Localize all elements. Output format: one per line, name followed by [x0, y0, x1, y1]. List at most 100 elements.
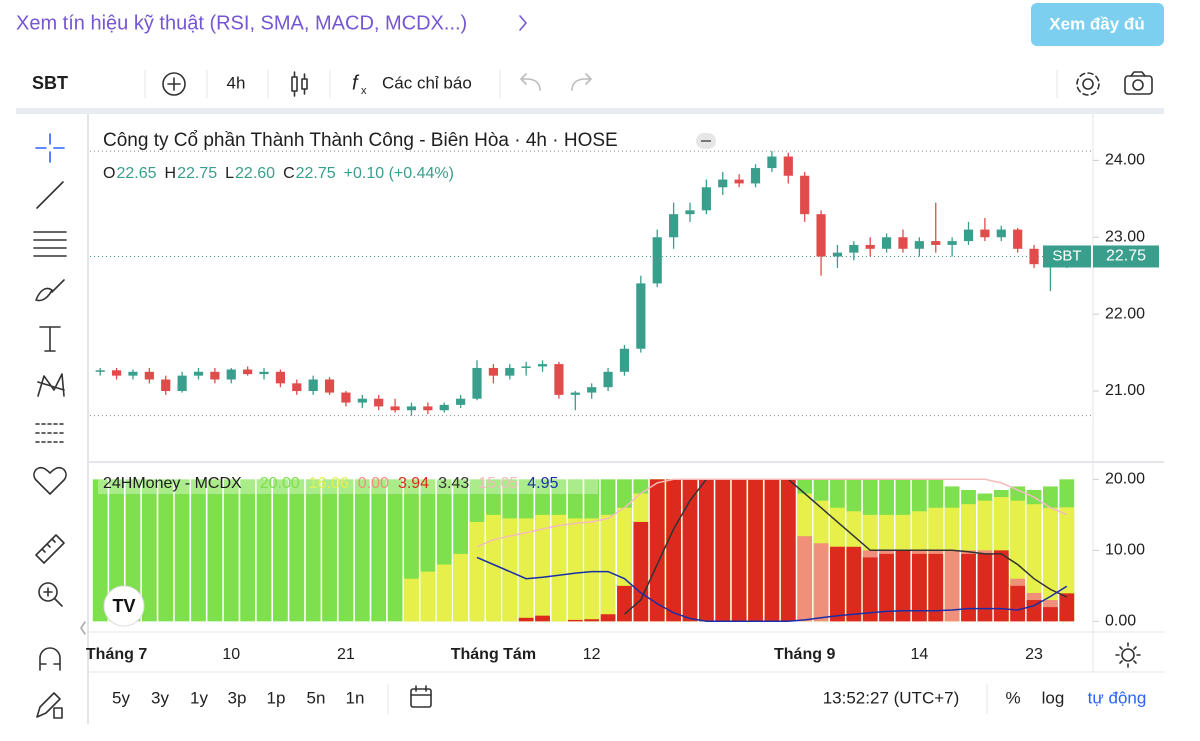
- mcdx-bar: [535, 514, 550, 622]
- ohlc-value: 22.60: [235, 165, 275, 182]
- auto-toggle[interactable]: tự động: [1088, 688, 1147, 707]
- mcdx-bar: [322, 479, 337, 622]
- last-price-badge: [1093, 245, 1159, 268]
- mcdx-bar: [813, 543, 829, 622]
- chart-type-icon[interactable]: [291, 71, 308, 97]
- pattern-tool[interactable]: [37, 373, 65, 397]
- candle-body: [783, 156, 793, 176]
- time-axis-settings[interactable]: [1115, 642, 1141, 668]
- mcdx-bar: [600, 614, 616, 622]
- lock-drawings-tool[interactable]: [36, 692, 63, 719]
- x-tick-label: 10: [222, 646, 240, 663]
- mcdx-bar: [748, 479, 763, 622]
- candle-body: [734, 179, 744, 184]
- range-button[interactable]: 5n: [307, 688, 326, 707]
- mcdx-bar: [846, 546, 862, 622]
- lines-tool[interactable]: [33, 231, 67, 257]
- range-button[interactable]: 1p: [267, 688, 286, 707]
- mcdx-bar: [666, 479, 681, 622]
- range-button[interactable]: 1y: [190, 688, 208, 707]
- mcdx-bar: [1026, 600, 1042, 622]
- range-button[interactable]: 5y: [112, 688, 130, 707]
- ohlc-change: +0.10 (+0.44%): [344, 165, 454, 182]
- redo-icon[interactable]: [571, 73, 592, 91]
- mcdx-bar: [584, 518, 600, 622]
- candle-body: [423, 406, 433, 411]
- candle-body: [341, 392, 351, 403]
- mcdx-bar: [420, 571, 436, 622]
- mcdx-bar: [551, 514, 567, 622]
- magnet-tool[interactable]: [39, 647, 61, 671]
- mcdx-bar: [404, 578, 419, 622]
- candle-body: [193, 371, 204, 376]
- candle-body: [406, 406, 417, 411]
- mcdx-bar: [305, 479, 321, 622]
- mcdx-bar: [240, 479, 256, 622]
- drawing-tools: [33, 133, 86, 719]
- full-view-button[interactable]: [1031, 3, 1164, 46]
- add-symbol-icon[interactable]: [162, 72, 186, 96]
- full-view-button-label[interactable]: Xem đầy đủ: [1049, 14, 1144, 33]
- mcdx-bar: [698, 479, 714, 622]
- candle-body: [816, 214, 826, 257]
- candle-body: [111, 370, 122, 376]
- x-tick-label: 23: [1025, 646, 1043, 663]
- symbol[interactable]: SBT: [32, 73, 68, 93]
- mcdx-bar: [256, 479, 272, 622]
- trendline-tool[interactable]: [36, 181, 64, 209]
- brush-tool[interactable]: [35, 279, 65, 302]
- candle-body: [226, 369, 236, 380]
- undo-icon[interactable]: [520, 73, 541, 91]
- interval[interactable]: 4h: [227, 73, 246, 92]
- screenshot-icon[interactable]: [1124, 71, 1153, 95]
- candle-body: [800, 175, 810, 215]
- y-tick-label: 10.00: [1105, 542, 1145, 559]
- zoom-tool[interactable]: [38, 582, 63, 607]
- collapse-toolbar[interactable]: [80, 621, 86, 635]
- mcdx-bar: [567, 518, 583, 622]
- mcdx-line: [624, 478, 1068, 615]
- mcdx-bar: [453, 553, 469, 622]
- range-button[interactable]: 3y: [151, 688, 169, 707]
- mcdx-bar: [1010, 585, 1026, 622]
- mcdx-bar: [961, 553, 976, 622]
- mcdx-bar: [600, 514, 616, 622]
- fx-icon[interactable]: f: [352, 72, 360, 94]
- crosshair-tool[interactable]: [35, 133, 65, 163]
- candle-body: [849, 244, 859, 253]
- percent-toggle[interactable]: %: [1005, 688, 1020, 707]
- ohlc-key: C: [283, 165, 295, 182]
- candle-body: [537, 364, 548, 367]
- range-button[interactable]: 3p: [228, 688, 247, 707]
- candle-body: [521, 366, 531, 368]
- indicators[interactable]: Các chỉ báo: [382, 73, 472, 92]
- toolbar-divider: [16, 108, 1164, 114]
- signals-link[interactable]: Xem tín hiệu kỹ thuật (RSI, SMA, MACD, M…: [16, 12, 467, 34]
- mcdx-bar: [567, 619, 583, 622]
- mcdx-legend-value: 3.94: [398, 475, 429, 492]
- ohlc-key: H: [165, 165, 177, 182]
- measure-tool[interactable]: [35, 534, 65, 564]
- text-tool[interactable]: [39, 326, 61, 352]
- last-symbol-badge: [1043, 245, 1091, 268]
- mcdx-legend-value: 16.06: [309, 475, 349, 492]
- ohlc-key: O: [103, 165, 115, 182]
- mcdx-bar: [928, 553, 944, 622]
- link-chevron[interactable]: [519, 15, 527, 31]
- candle-body: [456, 398, 466, 405]
- last-price: 22.75: [1106, 248, 1146, 265]
- favorites-tool[interactable]: [33, 466, 67, 495]
- mcdx-bar: [371, 479, 387, 622]
- candle-body: [95, 370, 105, 372]
- fib-tool[interactable]: [35, 423, 65, 443]
- date-range-icon[interactable]: [410, 685, 432, 708]
- candle-body: [210, 371, 220, 380]
- candle-body: [1013, 229, 1023, 249]
- candle-body: [390, 406, 400, 411]
- fx-icon-sub[interactable]: x: [361, 85, 367, 97]
- settings-icon[interactable]: [1076, 72, 1100, 96]
- log-toggle[interactable]: log: [1042, 688, 1065, 707]
- ohlc-key: L: [225, 165, 234, 182]
- range-button[interactable]: 1n: [346, 688, 365, 707]
- mcdx-bar: [141, 479, 157, 622]
